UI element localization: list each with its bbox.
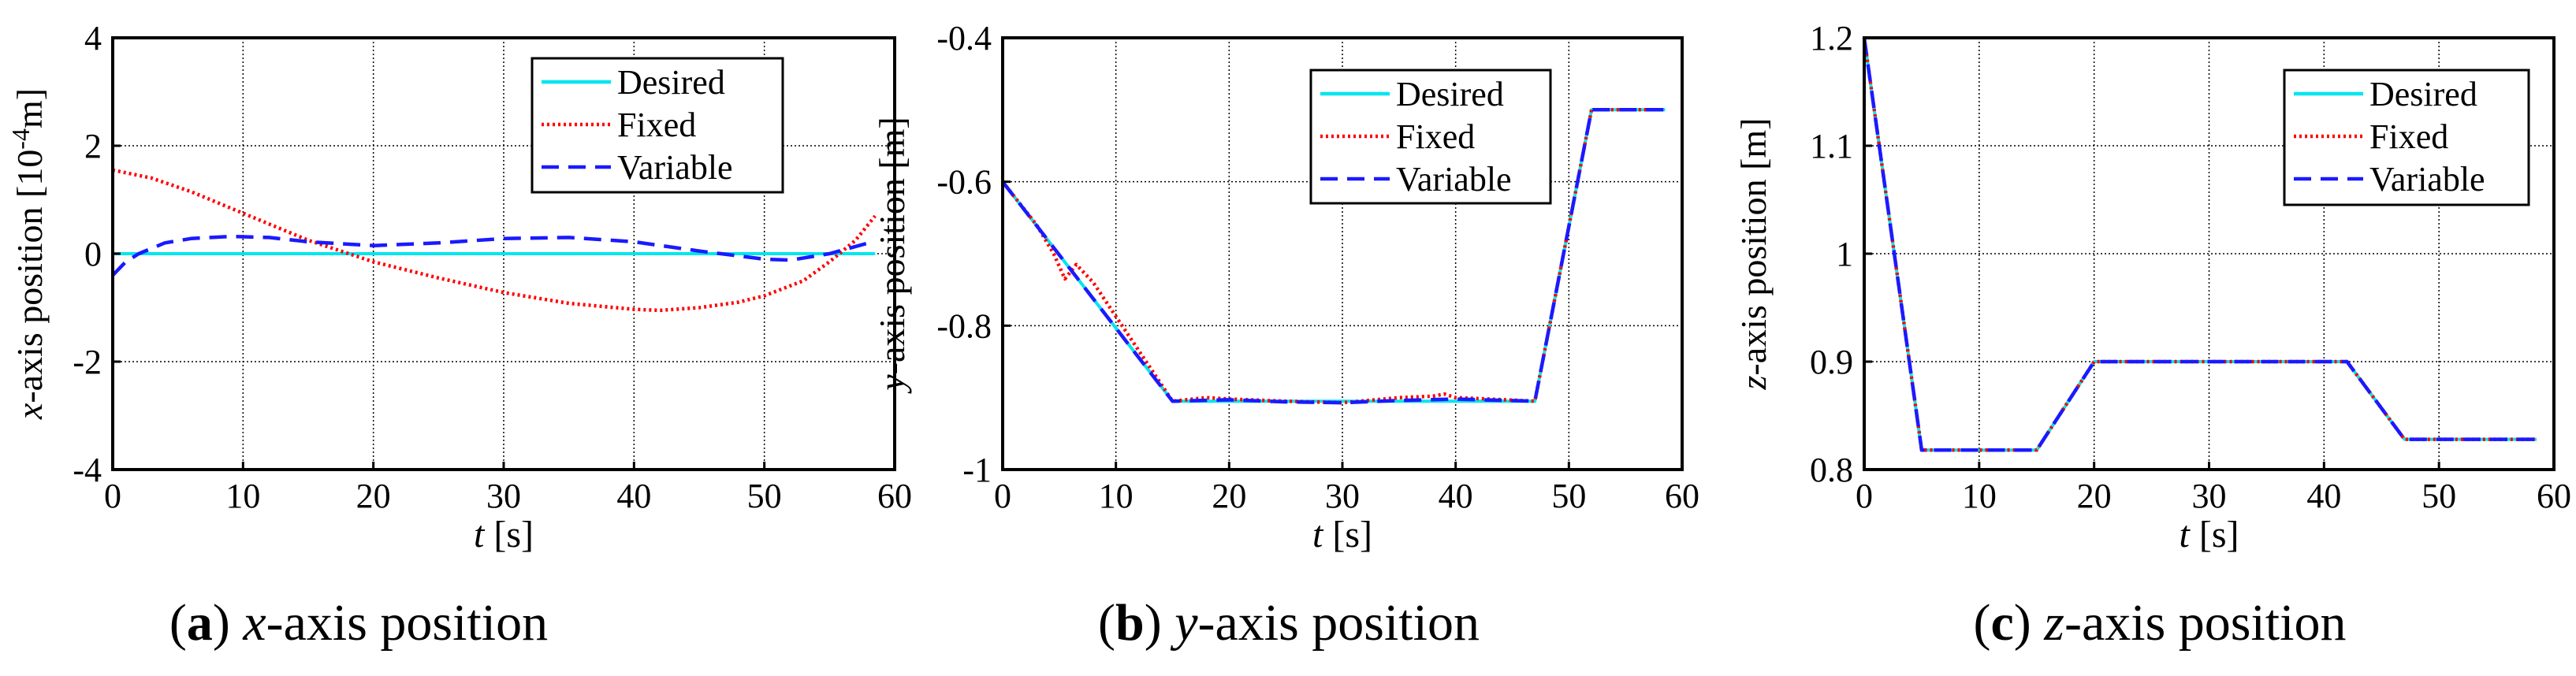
x-tick-label: 40 (616, 477, 651, 515)
x-tick-label: 60 (877, 477, 912, 515)
x-tick-label: 20 (356, 477, 391, 515)
y-tick-label: -1 (962, 451, 992, 489)
x-tick-label: 50 (1551, 477, 1586, 515)
legend: Desired Fixed Variable (2283, 69, 2530, 206)
chart-panel-1: 0 10 20 30 40 50 60 -4 -2 0 2 4 t [s] x-axis position… (6, 19, 912, 555)
panel-caption-1: (a) x-axis position (169, 594, 548, 652)
x-tick-label: 20 (1212, 477, 1246, 515)
x-tick-label: 20 (2077, 477, 2112, 515)
x-axis-label: t [s] (1312, 514, 1372, 555)
x-axis-label: t [s] (2180, 514, 2239, 555)
x-tick-label: 30 (1325, 477, 1360, 515)
y-tick-label: 0.9 (1810, 343, 1853, 381)
y-axis-label: y-axis position [m] (872, 117, 912, 394)
y-tick-label: -0.6 (936, 163, 992, 202)
x-axis-label: t [s] (474, 514, 534, 555)
series-variable-line (111, 234, 869, 277)
x-tick-label: 60 (2537, 477, 2571, 515)
x-tick-label: 0 (1856, 477, 1873, 515)
y-tick-label: 2 (84, 127, 102, 165)
panel-caption-3: (c) z-axis position (1974, 594, 2347, 652)
chart-panel-2: 0 10 20 30 40 50 60 -1 -0.8 -0.6 -0.4 t [s] y-axis p… (872, 19, 1699, 555)
series-variable-line (1001, 108, 1666, 405)
legend-label-desired: Desired (617, 63, 725, 102)
x-tick-label: 60 (1665, 477, 1699, 515)
legend: Desired Fixed Variable (530, 57, 784, 194)
x-tick-label: 0 (994, 477, 1011, 515)
y-tick-label: 1.1 (1810, 127, 1853, 165)
legend-label-variable: Variable (1396, 160, 1512, 199)
legend-label-variable: Variable (617, 148, 733, 187)
x-tick-label: 40 (2306, 477, 2341, 515)
y-tick-label: -0.4 (936, 19, 992, 58)
x-tick-label: 10 (1099, 477, 1134, 515)
y-tick-label: 1.2 (1810, 19, 1853, 58)
y-tick-label: 0 (84, 235, 102, 273)
x-tick-label: 50 (2422, 477, 2456, 515)
x-tick-label: 0 (104, 477, 121, 515)
legend-label-desired: Desired (1396, 75, 1504, 113)
x-tick-label: 10 (225, 477, 260, 515)
y-axis-label: x-axis position [10-4m] (6, 88, 50, 420)
y-tick-label: 4 (84, 19, 102, 58)
y-axis-label: z-axis position [m] (1733, 118, 1774, 391)
y-tick-label: 0.8 (1810, 451, 1853, 489)
legend-label-fixed: Fixed (2369, 117, 2448, 156)
x-tick-label: 30 (2192, 477, 2227, 515)
x-tick-label: 10 (1962, 477, 1997, 515)
legend-label-fixed: Fixed (617, 106, 696, 144)
series-desired-line (1001, 108, 1666, 403)
x-tick-label: 40 (1439, 477, 1473, 515)
y-tick-label: 1 (1836, 235, 1853, 273)
legend-label-desired: Desired (2369, 75, 2477, 113)
x-tick-label: 50 (747, 477, 782, 515)
panel-caption-2: (b) y-axis position (1098, 594, 1480, 652)
legend: Desired Fixed Variable (1309, 69, 1552, 205)
series-variable-line (1862, 37, 2537, 452)
y-tick-label: -4 (73, 451, 102, 489)
y-tick-label: -0.8 (936, 306, 992, 345)
series-fixed-line (112, 168, 877, 313)
legend-label-fixed: Fixed (1396, 117, 1475, 156)
legend-label-variable: Variable (2369, 160, 2485, 199)
chart-panel-3: 0 10 20 30 40 50 60 0.8 0.9 1 1.1 1.2 t [s] z-axis po… (1733, 19, 2571, 555)
y-tick-label: -2 (73, 343, 102, 381)
x-tick-label: 30 (486, 477, 521, 515)
